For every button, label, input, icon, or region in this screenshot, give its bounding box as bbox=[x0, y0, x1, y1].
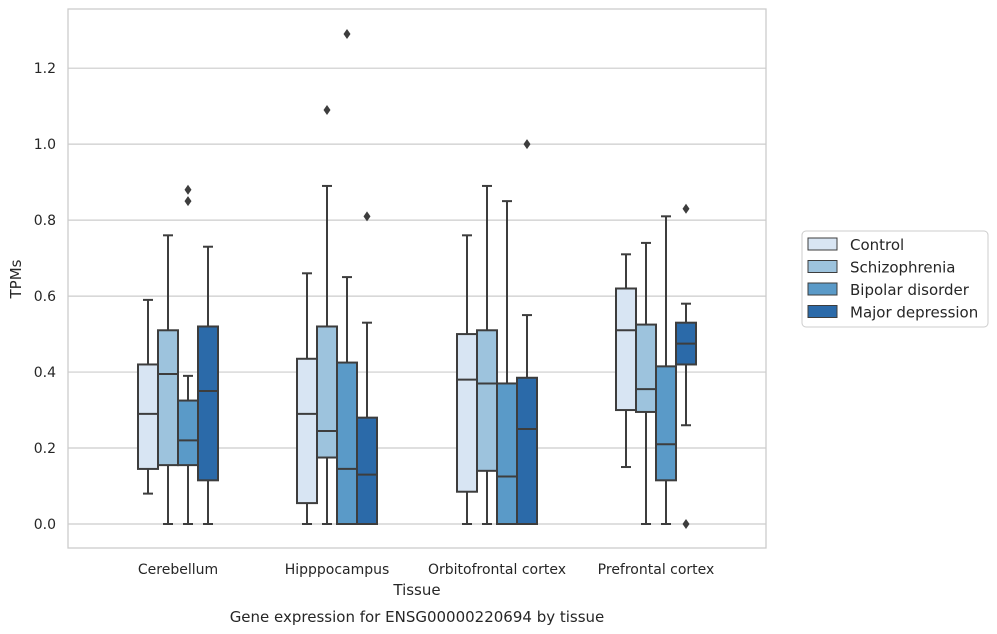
box-control bbox=[137, 298, 159, 495]
box-major-depression bbox=[675, 203, 697, 529]
box-body bbox=[496, 382, 518, 525]
box-major-depression bbox=[197, 245, 219, 525]
legend-label: Control bbox=[850, 236, 904, 254]
y-tick-label: 1.0 bbox=[34, 137, 56, 153]
box-schizophrenia bbox=[316, 104, 338, 525]
box-body bbox=[476, 329, 498, 472]
box-bipolar-disorder bbox=[177, 184, 199, 525]
box-control bbox=[615, 253, 637, 469]
x-tick-labels: Cerebellum Hipppocampus Orbitofrontal cort… bbox=[138, 562, 714, 578]
outlier-point bbox=[682, 519, 690, 529]
outlier-point bbox=[184, 184, 192, 195]
box-body bbox=[456, 333, 478, 493]
box-bipolar-disorder bbox=[655, 215, 677, 525]
box-body bbox=[296, 357, 318, 505]
box-body bbox=[635, 323, 657, 413]
legend-swatch bbox=[807, 282, 838, 296]
y-tick-label: 0.4 bbox=[34, 365, 56, 381]
outlier-point bbox=[682, 203, 690, 214]
x-tick-label: Prefrontal cortex bbox=[598, 562, 715, 578]
box-schizophrenia bbox=[157, 234, 179, 525]
box-body bbox=[516, 376, 538, 526]
y-tick-labels: 0.0 0.2 0.4 0.6 0.8 1.0 1.2 bbox=[34, 61, 56, 533]
x-tick-label: Orbitofrontal cortex bbox=[428, 562, 566, 578]
x-tick-label: Hipppocampus bbox=[285, 562, 390, 578]
box-body bbox=[177, 399, 199, 467]
y-tick-label: 1.2 bbox=[34, 61, 56, 77]
outlier-point bbox=[343, 29, 351, 39]
y-tick-label: 0.0 bbox=[34, 517, 56, 533]
box-major-depression bbox=[356, 211, 378, 525]
outlier-point bbox=[323, 104, 331, 115]
box-control bbox=[296, 272, 318, 525]
plot-frame bbox=[67, 8, 767, 549]
x-tick-label: Cerebellum bbox=[138, 562, 218, 578]
y-tick-label: 0.2 bbox=[34, 441, 56, 457]
legend-swatch bbox=[807, 305, 838, 318]
outlier-point bbox=[184, 196, 192, 207]
legend-label: Bipolar disorder bbox=[850, 281, 970, 299]
legend-label: Major depression bbox=[850, 304, 978, 322]
box-body bbox=[356, 416, 378, 525]
box-body bbox=[137, 363, 159, 470]
box-schizophrenia bbox=[476, 184, 498, 525]
legend: Control Schizophrenia Bipolar disorder Majo… bbox=[801, 230, 989, 328]
y-axis-title: TPMs bbox=[7, 259, 25, 299]
box-body bbox=[615, 287, 637, 412]
legend-swatch bbox=[807, 260, 838, 273]
box-body bbox=[316, 325, 338, 459]
legend-swatch bbox=[807, 237, 838, 251]
box-major-depression bbox=[516, 139, 538, 526]
x-axis-title: Tissue bbox=[392, 581, 440, 599]
box-body bbox=[655, 365, 677, 482]
box-body bbox=[197, 325, 219, 482]
box-bipolar-disorder bbox=[336, 29, 358, 525]
box-body bbox=[157, 329, 179, 467]
box-bipolar-disorder bbox=[496, 200, 518, 525]
box-series bbox=[137, 29, 697, 529]
y-tick-label: 0.8 bbox=[34, 213, 56, 229]
box-schizophrenia bbox=[635, 241, 657, 525]
box-control bbox=[456, 234, 478, 525]
y-tick-label: 0.6 bbox=[34, 289, 56, 305]
outlier-point bbox=[363, 211, 371, 222]
legend-label: Schizophrenia bbox=[850, 259, 955, 277]
box-body bbox=[336, 361, 358, 525]
figure-caption: Gene expression for ENSG00000220694 by t… bbox=[230, 608, 605, 626]
outlier-point bbox=[523, 139, 531, 150]
legend-frame bbox=[801, 230, 989, 328]
